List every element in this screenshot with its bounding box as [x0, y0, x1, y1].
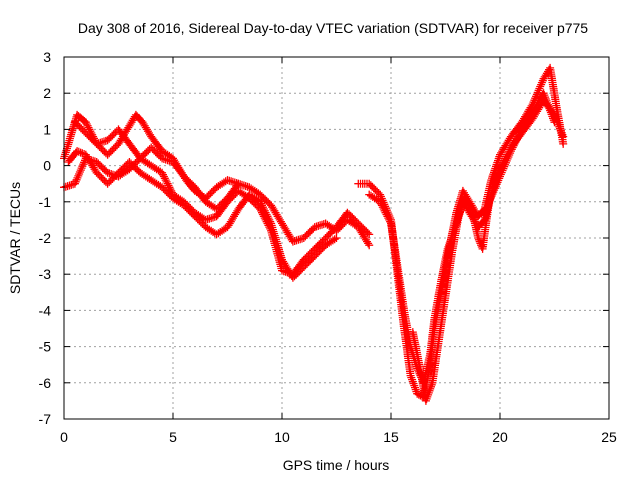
series-markers: [70, 118, 374, 250]
y-tick-label: 3: [43, 49, 51, 65]
series-arc-3: [64, 147, 341, 282]
series-arc-7: [408, 89, 559, 405]
y-tick-label: 1: [43, 121, 51, 137]
x-tick-label: 5: [169, 429, 177, 445]
x-tick-label: 15: [383, 429, 399, 445]
series-arc-2: [60, 154, 374, 279]
chart-title: Day 308 of 2016, Sidereal Day-to-day VTE…: [78, 20, 588, 36]
y-tick-label: -1: [39, 194, 52, 210]
series-markers: [408, 89, 559, 405]
x-tick-label: 25: [601, 429, 617, 445]
y-tick-labels: -7 -6 -5 -4 -3 -2 -1 0 1 2 3: [39, 49, 52, 427]
data-markers: [60, 63, 568, 405]
y-axis-label: SDTVAR / TECUs: [7, 182, 23, 294]
y-tick-label: -4: [39, 302, 52, 318]
x-tick-label: 20: [492, 429, 508, 445]
x-tick-label: 0: [60, 429, 68, 445]
x-axis-label: GPS time / hours: [283, 457, 390, 473]
y-tick-label: -3: [39, 266, 52, 282]
series-arc-4: [70, 118, 374, 250]
series-markers: [64, 147, 341, 282]
y-tick-label: 0: [43, 158, 51, 174]
y-tick-label: -7: [39, 411, 52, 427]
x-tick-label: 10: [274, 429, 290, 445]
axis-ticks: [63, 56, 610, 420]
y-tick-label: -6: [39, 375, 52, 391]
x-tick-labels: 0 5 10 15 20 25: [60, 429, 617, 445]
y-tick-label: -5: [39, 339, 52, 355]
y-tick-label: -2: [39, 230, 52, 246]
y-tick-label: 2: [43, 85, 51, 101]
series-markers: [60, 154, 374, 279]
